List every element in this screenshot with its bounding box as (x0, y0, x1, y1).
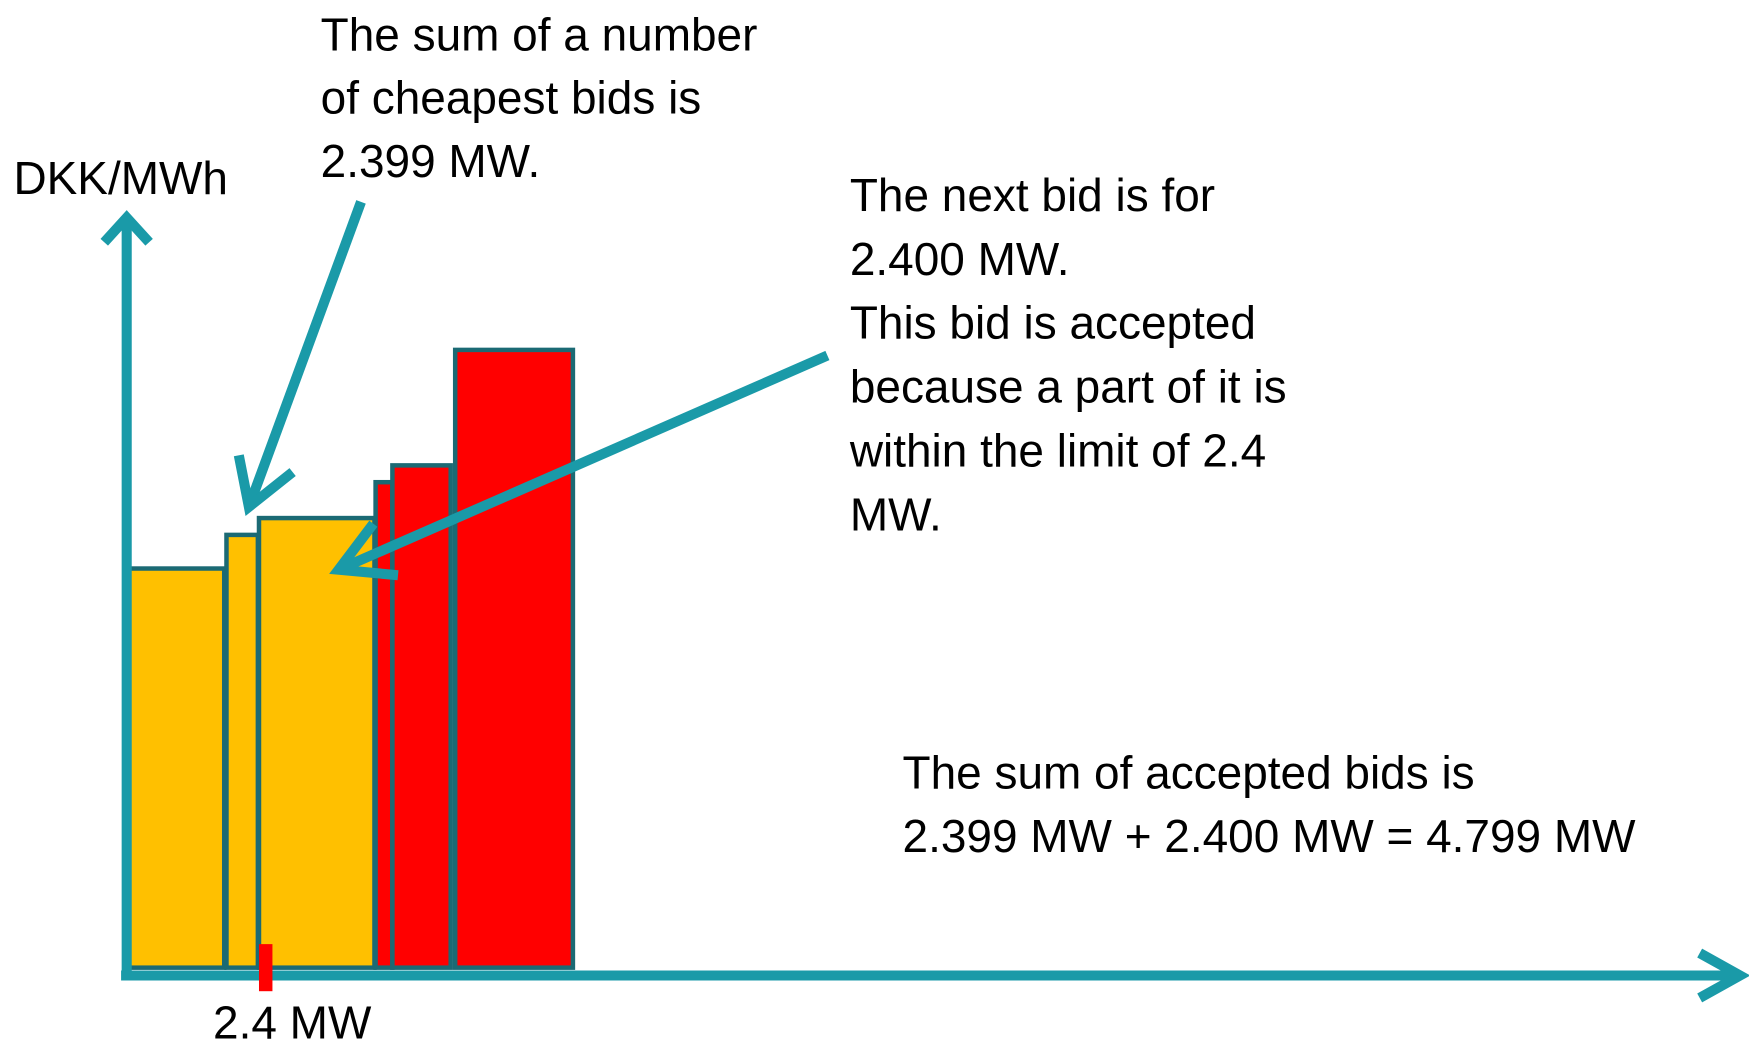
annotation-line: The sum of accepted bids is (903, 746, 1475, 798)
annotation-line: within the limit of 2.4 (849, 425, 1266, 477)
annotation-line: The sum of a number (321, 9, 758, 61)
y-axis-arrowhead (100, 210, 153, 246)
accepted-bid (224, 532, 261, 970)
x-axis-arrowhead (1697, 948, 1749, 1003)
arrow (244, 200, 366, 509)
accepted-bid (256, 515, 377, 970)
rejected-bid (390, 463, 453, 970)
arrowhead (329, 520, 399, 581)
annotation-line: because a part of it is (850, 361, 1287, 413)
annotation-line: 2.399 MW + 2.400 MW = 4.799 MW (903, 810, 1637, 862)
axis-label: DKK/MWh (13, 152, 227, 204)
arrowhead (233, 454, 296, 516)
arrow (336, 350, 830, 575)
marker-label: 2.4 MW (213, 996, 372, 1044)
annotation-line: The next bid is for (850, 169, 1215, 221)
annotation-line: MW. (850, 488, 942, 540)
accepted-bid (123, 566, 227, 970)
annotation-line: 2.400 MW. (850, 233, 1070, 285)
annotation-line: This bid is accepted (850, 297, 1256, 349)
annotation-line: 2.399 MW. (321, 135, 541, 187)
rejected-bid (452, 347, 576, 970)
annotation-line: of cheapest bids is (321, 71, 702, 123)
limit-marker (258, 944, 273, 992)
